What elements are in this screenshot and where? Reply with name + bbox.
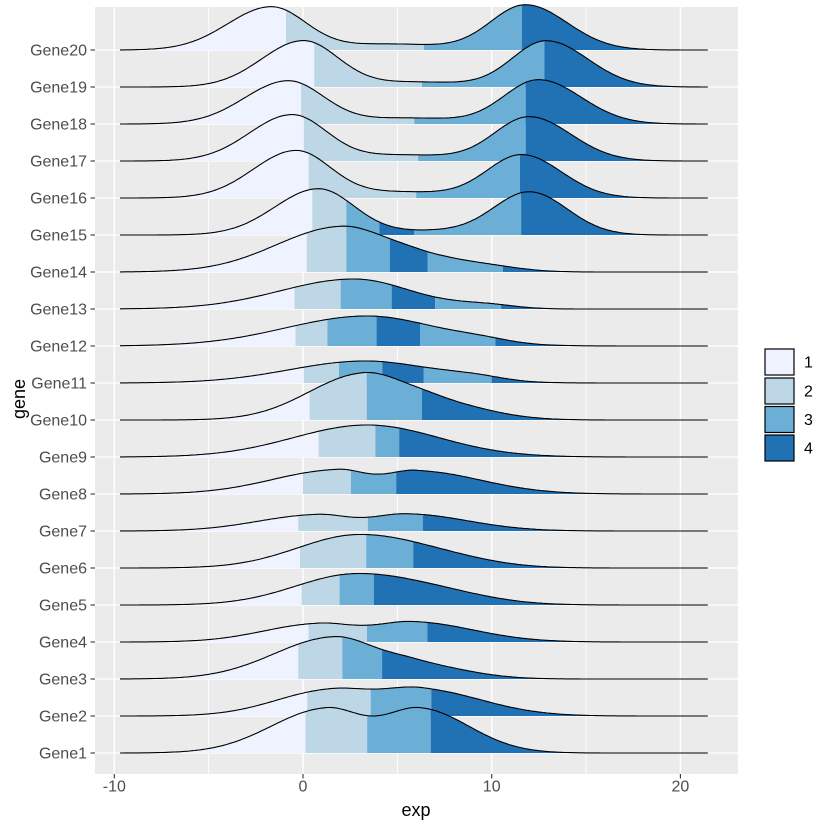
svg-text:Gene14: Gene14 bbox=[30, 265, 87, 282]
svg-text:Gene16: Gene16 bbox=[30, 191, 87, 208]
svg-text:1: 1 bbox=[804, 355, 813, 372]
svg-text:Gene7: Gene7 bbox=[39, 524, 87, 541]
svg-text:20: 20 bbox=[672, 779, 690, 796]
svg-text:Gene5: Gene5 bbox=[39, 598, 87, 615]
svg-text:Gene11: Gene11 bbox=[31, 376, 87, 393]
svg-text:Gene8: Gene8 bbox=[39, 487, 87, 504]
svg-text:Gene12: Gene12 bbox=[30, 339, 87, 356]
svg-text:Gene2: Gene2 bbox=[39, 709, 87, 726]
svg-text:Gene4: Gene4 bbox=[39, 635, 87, 652]
svg-text:4: 4 bbox=[804, 441, 813, 458]
svg-text:Gene10: Gene10 bbox=[30, 413, 87, 430]
svg-text:Gene18: Gene18 bbox=[30, 117, 87, 134]
svg-text:-10: -10 bbox=[103, 779, 126, 796]
svg-text:Gene1: Gene1 bbox=[39, 746, 87, 763]
svg-text:Gene19: Gene19 bbox=[30, 80, 87, 97]
svg-text:Gene3: Gene3 bbox=[39, 672, 87, 689]
svg-text:gene: gene bbox=[9, 379, 29, 419]
svg-text:Gene9: Gene9 bbox=[39, 450, 87, 467]
svg-text:Gene15: Gene15 bbox=[30, 228, 87, 245]
svg-text:10: 10 bbox=[483, 779, 501, 796]
svg-text:Gene17: Gene17 bbox=[30, 154, 87, 171]
svg-text:3: 3 bbox=[804, 412, 813, 429]
svg-text:exp: exp bbox=[401, 800, 430, 820]
svg-text:Gene20: Gene20 bbox=[30, 43, 87, 60]
svg-text:Gene6: Gene6 bbox=[39, 561, 87, 578]
svg-text:Gene13: Gene13 bbox=[30, 302, 87, 319]
svg-text:2: 2 bbox=[804, 384, 813, 401]
svg-text:0: 0 bbox=[299, 779, 308, 796]
